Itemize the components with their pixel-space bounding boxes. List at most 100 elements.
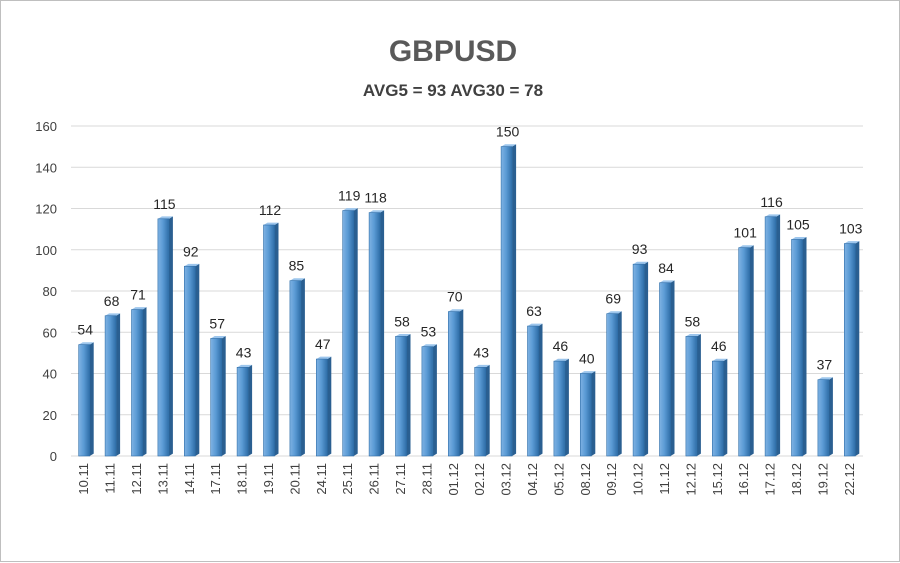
bar-side xyxy=(828,377,833,456)
bar-front xyxy=(184,265,196,457)
bar-top xyxy=(237,364,253,368)
bar-top xyxy=(157,216,173,219)
bar-side xyxy=(406,333,411,456)
bar xyxy=(500,144,517,457)
y-tick-label: 100 xyxy=(35,243,57,258)
x-tick-label: 11.12 xyxy=(657,463,672,495)
bar-front xyxy=(711,360,724,457)
x-tick-label: 10.11 xyxy=(76,463,91,495)
data-label: 69 xyxy=(605,291,621,307)
bar-front xyxy=(236,367,249,457)
bar xyxy=(817,377,833,457)
bar-top xyxy=(448,309,464,312)
bar xyxy=(104,313,121,457)
bar-side xyxy=(802,237,807,456)
bar-top xyxy=(316,356,332,360)
data-labels: 54 68 71 115 92 57 43 112 85 47 119 118 58 53 70 43 150 6… xyxy=(77,124,862,373)
data-label: 57 xyxy=(209,315,225,331)
bar-side xyxy=(116,313,121,456)
bar xyxy=(632,261,649,457)
x-tick-label: 11.11 xyxy=(103,463,118,494)
bar-front xyxy=(421,346,434,457)
bar-top xyxy=(659,280,675,283)
bar-front xyxy=(632,263,645,457)
bar-top xyxy=(553,358,569,362)
bar-front xyxy=(395,336,407,457)
bar-side xyxy=(696,333,701,456)
x-tick-label: 24.11 xyxy=(314,463,329,495)
data-label: 93 xyxy=(632,241,648,257)
bar-side xyxy=(168,216,173,456)
bar-side xyxy=(300,278,305,456)
bar-front xyxy=(579,373,592,457)
bar xyxy=(78,342,94,457)
bar-side xyxy=(274,222,279,456)
bar-front xyxy=(606,313,619,457)
bar-front xyxy=(104,315,117,457)
bar xyxy=(553,358,569,457)
chart-subtitle: AVG5 = 93 AVG30 = 78 xyxy=(363,81,543,100)
bar-front xyxy=(817,379,830,457)
bar-front xyxy=(791,239,803,457)
bar xyxy=(236,364,253,457)
data-label: 71 xyxy=(130,287,146,303)
bar xyxy=(685,333,701,457)
bar-top xyxy=(738,245,754,248)
x-tick-label: 26.11 xyxy=(367,463,382,495)
bar-top xyxy=(263,222,279,225)
bar-front xyxy=(685,336,698,457)
x-tick-label: 27.11 xyxy=(393,463,408,495)
data-label: 53 xyxy=(421,324,437,340)
x-tick-label: 19.12 xyxy=(815,463,830,496)
bar-front xyxy=(500,146,513,457)
bar-top xyxy=(791,237,807,240)
bar-top xyxy=(844,241,860,244)
x-tick-label: 04.12 xyxy=(525,463,540,496)
bar-side xyxy=(353,208,358,456)
bar xyxy=(764,214,781,457)
data-label: 103 xyxy=(839,221,863,237)
gridlines xyxy=(71,125,863,457)
bar-top xyxy=(712,358,728,362)
bar-side xyxy=(248,364,253,456)
x-tick-label: 09.12 xyxy=(604,463,619,496)
data-label: 101 xyxy=(734,225,758,241)
data-label: 46 xyxy=(553,338,569,354)
data-label: 63 xyxy=(526,303,542,319)
bar-side xyxy=(432,344,437,456)
y-tick-label: 120 xyxy=(35,202,57,217)
bar-top xyxy=(289,278,305,281)
x-tick-label: 08.12 xyxy=(578,463,593,496)
bar xyxy=(791,237,807,457)
bar-top xyxy=(765,214,781,217)
data-label: 119 xyxy=(338,188,361,204)
data-label: 46 xyxy=(711,338,727,354)
bar-side xyxy=(89,342,94,456)
bar-top xyxy=(527,323,543,327)
bar xyxy=(527,323,543,457)
bar-front xyxy=(659,282,671,457)
bar-side xyxy=(221,336,226,456)
bar xyxy=(421,344,437,457)
bar-side xyxy=(670,280,675,456)
bar-side xyxy=(591,371,596,456)
bar-top xyxy=(685,333,701,337)
bar-side xyxy=(538,323,543,456)
bar-top xyxy=(342,208,358,211)
bar-front xyxy=(157,218,170,457)
bar xyxy=(263,222,279,457)
x-tick-label: 17.12 xyxy=(763,463,778,496)
x-tick-label: 20.11 xyxy=(287,463,302,495)
y-tick-label: 60 xyxy=(43,325,57,340)
bar xyxy=(184,263,200,457)
x-tick-label: 19.11 xyxy=(261,463,276,495)
bar-front xyxy=(289,280,302,457)
x-tick-label: 28.11 xyxy=(419,463,434,495)
bar xyxy=(368,210,385,457)
bar-side xyxy=(380,210,385,456)
bar-side xyxy=(142,307,147,456)
x-tick-label: 03.12 xyxy=(499,463,514,496)
bar xyxy=(315,356,332,457)
bar-side xyxy=(195,263,200,456)
